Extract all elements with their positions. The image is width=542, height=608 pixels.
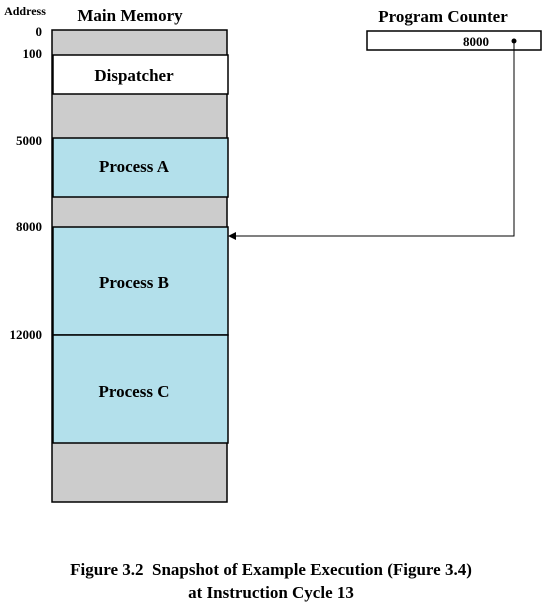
process-b-label: Process B bbox=[99, 273, 169, 292]
address-header: Address bbox=[4, 4, 46, 18]
address-label-8000: 8000 bbox=[16, 219, 42, 234]
process-c-block bbox=[52, 334, 229, 444]
process-b-block bbox=[52, 226, 229, 336]
address-label-5000: 5000 bbox=[16, 133, 42, 148]
process-c-label: Process C bbox=[99, 382, 170, 401]
address-label-12000: 12000 bbox=[10, 327, 43, 342]
address-label-0: 0 bbox=[36, 24, 43, 39]
figure-caption-line-2: at Instruction Cycle 13 bbox=[188, 583, 354, 602]
program-counter-value: 8000 bbox=[463, 34, 489, 49]
process-a-label: Process A bbox=[99, 157, 170, 176]
pointer-arrow bbox=[228, 41, 515, 240]
dispatcher-block bbox=[52, 54, 229, 95]
program-counter-box bbox=[366, 30, 542, 51]
figure-caption-line-1: Figure 3.2 Snapshot of Example Execution… bbox=[70, 560, 472, 579]
main-memory-title: Main Memory bbox=[77, 6, 183, 25]
program-counter-title: Program Counter bbox=[378, 7, 508, 26]
process-a-block bbox=[52, 137, 229, 198]
address-label-100: 100 bbox=[23, 46, 43, 61]
dispatcher-label: Dispatcher bbox=[94, 66, 174, 85]
